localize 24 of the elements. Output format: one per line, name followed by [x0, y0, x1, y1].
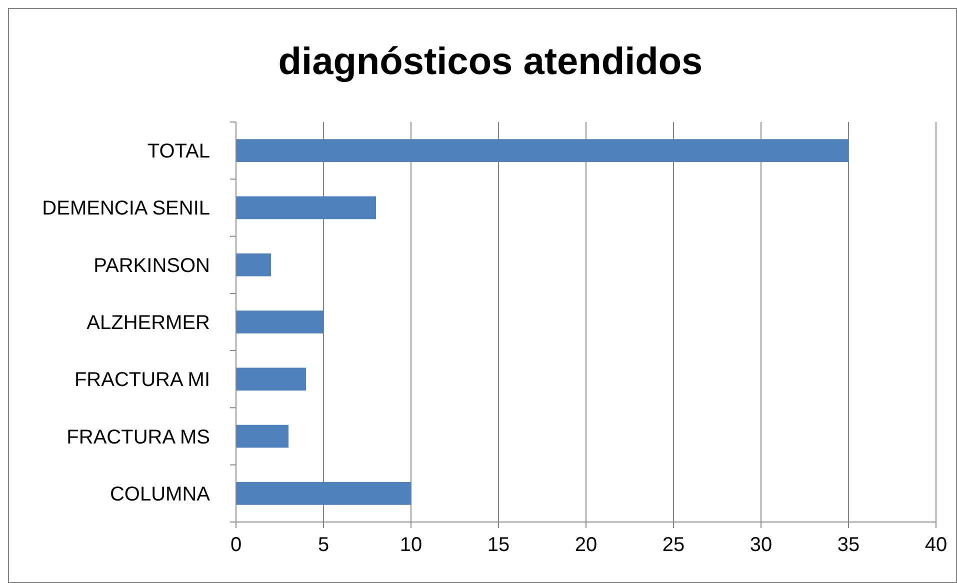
y-tick-label: FRACTURA MI: [74, 369, 210, 392]
y-tick-label: COLUMNA: [110, 483, 211, 506]
bar: [236, 424, 288, 448]
y-tick-label: ALZHERMER: [86, 312, 210, 334]
bar: [236, 139, 848, 162]
chart-title: diagnósticos atendidos: [278, 41, 703, 83]
x-tick-label: 25: [662, 534, 685, 556]
x-tick-label: 30: [750, 534, 772, 556]
x-tick-label: 35: [837, 534, 860, 556]
y-tick-label: FRACTURA MS: [66, 426, 210, 448]
bar: [236, 368, 306, 391]
bar: [236, 253, 271, 276]
x-tick-label: 10: [400, 534, 422, 556]
bar: [236, 310, 324, 334]
x-tick-label: 5: [318, 534, 330, 556]
bar: [236, 482, 411, 505]
x-tick-label: 20: [574, 534, 598, 556]
y-tick-label: PARKINSON: [94, 254, 210, 277]
x-tick-label: 0: [230, 534, 242, 556]
y-tick-label: TOTAL: [147, 140, 210, 163]
y-tick-label: DEMENCIA SENIL: [42, 198, 210, 220]
x-tick-label: 40: [924, 534, 948, 556]
bar: [236, 196, 376, 220]
x-tick-label: 15: [487, 534, 510, 556]
